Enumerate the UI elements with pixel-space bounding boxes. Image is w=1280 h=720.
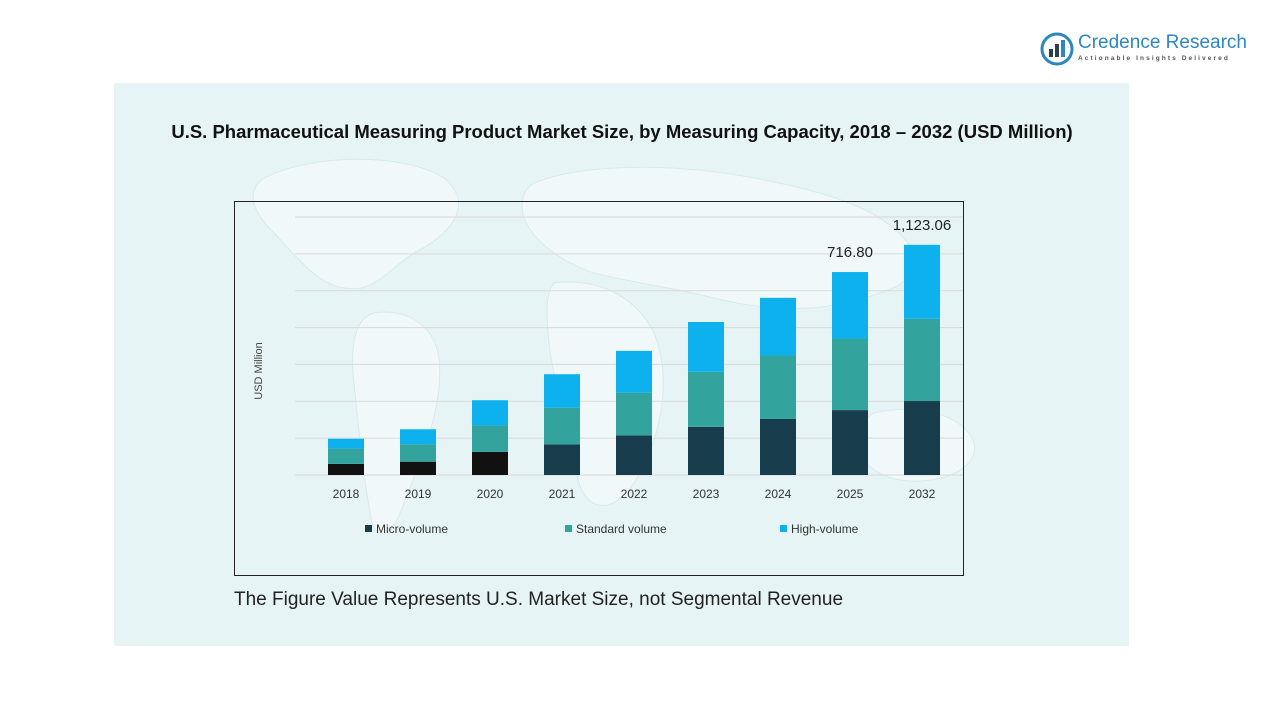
bar-micro-volume-2020 xyxy=(472,451,508,475)
bar-standard-volume-2020 xyxy=(472,425,508,452)
legend-label-standard-volume: Standard volume xyxy=(576,522,667,536)
x-tick-label: 2018 xyxy=(333,487,360,501)
bar-high-volume-2024 xyxy=(760,297,796,356)
x-tick-label: 2023 xyxy=(693,487,720,501)
brand-logo: Credence Research Actionable Insights De… xyxy=(1040,30,1260,70)
x-tick-label: 2020 xyxy=(477,487,504,501)
bar-standard-volume-2024 xyxy=(760,355,796,419)
chart-title: U.S. Pharmaceutical Measuring Product Ma… xyxy=(171,121,1073,142)
legend-swatch-high-volume xyxy=(780,525,787,532)
bar-standard-volume-2021 xyxy=(544,407,580,445)
bars xyxy=(328,244,940,475)
brand-name: Credence Research xyxy=(1078,32,1247,53)
legend-label-micro-volume: Micro-volume xyxy=(376,522,448,536)
bar-high-volume-2021 xyxy=(544,374,580,408)
bar-micro-volume-2024 xyxy=(760,418,796,475)
data-label-2032: 1,123.06 xyxy=(893,217,951,234)
x-tick-label: 2019 xyxy=(405,487,432,501)
bar-micro-volume-2025 xyxy=(832,410,868,475)
bar-high-volume-2023 xyxy=(688,322,724,372)
data-label-2025: 716.80 xyxy=(827,244,873,261)
bar-standard-volume-2019 xyxy=(400,444,436,462)
x-tick-label: 2032 xyxy=(909,487,936,501)
bar-standard-volume-2025 xyxy=(832,338,868,411)
legend-swatch-standard-volume xyxy=(565,525,572,532)
bar-micro-volume-2021 xyxy=(544,444,580,475)
x-tick-label: 2024 xyxy=(765,487,792,501)
x-tick-label: 2021 xyxy=(549,487,576,501)
chart-frame: 2018 2019 2020 2021 2022 2023 2024 2025 716.80 20… xyxy=(234,201,964,576)
bar-high-volume-2019 xyxy=(400,429,436,445)
bar-standard-volume-2018 xyxy=(328,448,364,464)
credence-logo-icon xyxy=(1040,32,1074,66)
brand-tagline: Actionable Insights Delivered xyxy=(1078,55,1230,62)
bar-micro-volume-2023 xyxy=(688,426,724,475)
bar-high-volume-2025 xyxy=(832,272,868,339)
x-tick-label: 2025 xyxy=(837,487,864,501)
bar-standard-volume-2032 xyxy=(904,318,940,402)
bar-micro-volume-2018 xyxy=(328,463,364,475)
bar-high-volume-2018 xyxy=(328,438,364,449)
bar-micro-volume-2019 xyxy=(400,461,436,475)
stacked-bar-chart: 2018 2019 2020 2021 2022 2023 2024 2025 716.80 20… xyxy=(253,216,963,536)
y-axis-label: USD Million xyxy=(253,342,265,399)
bar-micro-volume-2022 xyxy=(616,435,652,475)
bar-high-volume-2022 xyxy=(616,350,652,393)
legend: Micro-volume Standard volume High-volume xyxy=(365,522,859,536)
bar-high-volume-2020 xyxy=(472,400,508,426)
x-tick-label: 2022 xyxy=(621,487,648,501)
bar-standard-volume-2022 xyxy=(616,392,652,436)
footnote: The Figure Value Represents U.S. Market … xyxy=(234,589,844,610)
legend-swatch-micro-volume xyxy=(365,525,372,532)
bar-micro-volume-2032 xyxy=(904,401,940,475)
bar-standard-volume-2023 xyxy=(688,371,724,427)
legend-label-high-volume: High-volume xyxy=(791,522,859,536)
bar-high-volume-2032 xyxy=(904,244,940,319)
labels: 2018 2019 2020 2021 2022 2023 2024 2025 716.80 20… xyxy=(253,217,951,501)
